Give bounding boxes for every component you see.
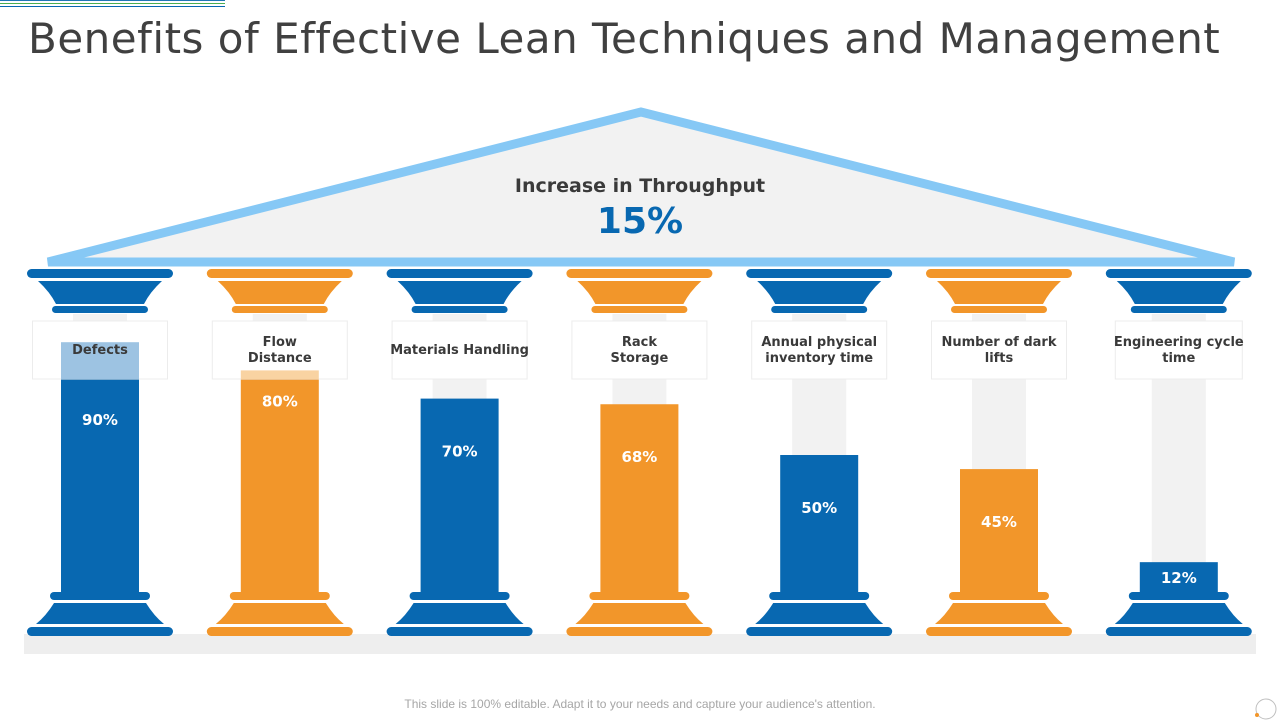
temple-roof [46, 107, 1236, 267]
decorative-lines [0, 0, 225, 9]
pillar-base-ring [229, 592, 330, 600]
pillar-base-ring [769, 592, 870, 600]
pillar-capital-top [386, 269, 533, 278]
category-label: inventory time [765, 351, 873, 366]
pillar-base-ring [1128, 592, 1229, 600]
chart-title: Increase in Throughput [515, 175, 765, 197]
pillar-capital-top [926, 269, 1072, 278]
pillar-base-plinth [386, 627, 533, 636]
pillar-base-flare [215, 603, 344, 624]
bar-5 [780, 455, 859, 596]
bar-2 [240, 370, 319, 596]
pillar-base-flare [395, 603, 524, 624]
category-label: lifts [985, 351, 1014, 366]
pillar-capital-bowl [1116, 281, 1241, 304]
pillar-capital-bowl [38, 281, 162, 304]
pillar-base-flare [575, 603, 704, 624]
category-label: Storage [610, 351, 668, 366]
bar-label-overlap [61, 342, 139, 379]
temple-base [24, 634, 1256, 654]
pillar-capital-top [27, 269, 173, 278]
label-box [391, 320, 528, 380]
pillar-base-flare [36, 603, 164, 624]
pillar-capital-ring [231, 306, 328, 313]
pillar-base-plinth [746, 627, 893, 636]
label-box [571, 320, 708, 380]
pillar-capital-top [1105, 269, 1252, 278]
pillar-capital-ring [411, 306, 508, 313]
bar-3 [420, 398, 499, 596]
pillar-base-flare [935, 603, 1063, 624]
category-label: Rack [622, 335, 657, 350]
pillar-base-plinth [206, 627, 353, 636]
pillar-base-ring [409, 592, 510, 600]
pillar-capital-bowl [937, 281, 1061, 304]
pillar-capital-top [746, 269, 893, 278]
pillar-capital-bowl [577, 281, 702, 304]
bar-label-overlap [240, 370, 319, 379]
footer-note: This slide is 100% editable. Adapt it to… [404, 697, 876, 711]
headline-value: 15% [597, 201, 683, 242]
pillar-capital-ring [1130, 306, 1227, 313]
pillar-base-flare [755, 603, 884, 624]
pillar-capital-top [206, 269, 353, 278]
pillar-base-plinth [1105, 627, 1252, 636]
pillar-capital-ring [52, 306, 148, 313]
pillar-capital-ring [771, 306, 868, 313]
category-label: Flow [263, 335, 297, 350]
pillar-base-ring [949, 592, 1049, 600]
category-label: Number of dark [942, 335, 1057, 350]
deco-line [0, 0, 225, 1]
pillar-capital-top [566, 269, 713, 278]
pillar-capital-bowl [217, 281, 342, 304]
pillar-capital-ring [591, 306, 688, 313]
value-label: 90% [82, 411, 118, 429]
bar-6 [960, 469, 1038, 596]
pillar-base-ring [589, 592, 690, 600]
category-label: Annual physical [761, 335, 877, 350]
pillar-capital-bowl [397, 281, 522, 304]
pillar-base-plinth [566, 627, 713, 636]
pillar-base-plinth [926, 627, 1072, 636]
bar-4 [600, 404, 679, 596]
category-label: Distance [248, 351, 312, 366]
pillar-base-ring [50, 592, 150, 600]
value-label: 12% [1161, 569, 1197, 587]
pillar-capital-bowl [757, 281, 882, 304]
value-label: 70% [442, 443, 478, 461]
page-title: Benefits of Effective Lean Techniques an… [28, 14, 1221, 63]
category-label: time [1162, 351, 1195, 366]
bar-1 [61, 342, 139, 596]
pillar-1: Defects 90% [27, 269, 173, 636]
value-label: 68% [621, 448, 657, 466]
label-box [1114, 320, 1243, 380]
label-box [931, 320, 1067, 380]
deco-line [0, 3, 225, 4]
bar-7 [1139, 562, 1218, 596]
value-label: 80% [262, 392, 298, 410]
value-label: 45% [981, 513, 1017, 531]
deco-line [0, 6, 225, 7]
value-label: 50% [801, 499, 837, 517]
category-label: Materials Handling [390, 343, 529, 358]
pillar-3: Materials Handling 70% [386, 269, 533, 636]
label-box [211, 320, 348, 380]
category-label: Defects [72, 343, 128, 358]
pillar-base-plinth [27, 627, 173, 636]
label-box [751, 320, 888, 380]
category-label: Engineering cycle [1114, 335, 1244, 350]
pillar-capital-ring [951, 306, 1047, 313]
pillar-base-flare [1114, 603, 1243, 624]
corner-circle-icon [1255, 698, 1277, 720]
